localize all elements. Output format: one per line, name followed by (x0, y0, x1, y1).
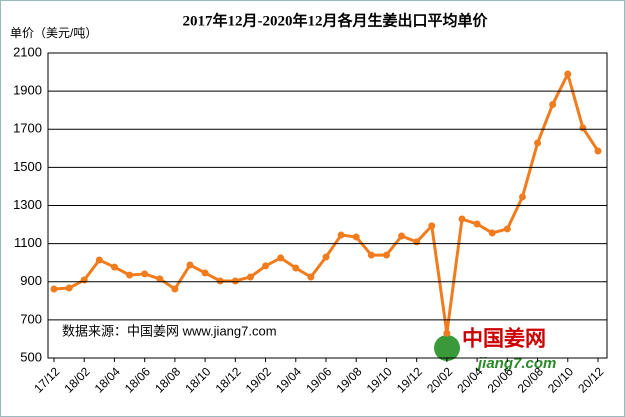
point (262, 262, 270, 270)
point (322, 253, 330, 261)
point (337, 231, 345, 239)
point (201, 269, 209, 277)
point (488, 229, 496, 237)
y-tick-label: 700 (20, 311, 42, 326)
point (534, 139, 542, 147)
y-tick-label: 1100 (14, 235, 42, 250)
point (141, 270, 149, 278)
point (503, 225, 511, 233)
point (549, 100, 557, 108)
y-tick-label: 500 (20, 349, 42, 364)
point (518, 193, 526, 201)
chart-title: 2017年12月-2020年12月各月生姜出口平均单价 (183, 11, 489, 29)
point (110, 263, 118, 271)
y-tick-label: 1300 (13, 197, 42, 212)
point (307, 273, 315, 281)
logo-text: 中国姜网 (462, 327, 546, 351)
y-axis-label: 单价（美元/吨） (10, 26, 97, 40)
source-note: 数据来源：中国姜网 www.jiang7.com (62, 323, 277, 338)
point (126, 271, 134, 279)
point (473, 220, 481, 228)
point (428, 222, 436, 230)
point (95, 256, 103, 264)
point (352, 233, 360, 241)
point (458, 215, 466, 223)
point (50, 285, 58, 293)
point (216, 277, 224, 285)
point (171, 285, 179, 293)
point (246, 273, 254, 281)
point (367, 251, 375, 259)
point (443, 329, 451, 337)
y-tick-label: 1900 (13, 83, 42, 98)
point (413, 238, 421, 246)
y-tick-label: 1500 (13, 159, 42, 174)
point (382, 251, 390, 259)
point (156, 275, 164, 283)
point (277, 254, 285, 262)
marks (50, 70, 602, 337)
point (579, 124, 587, 132)
logo-icon (434, 335, 460, 361)
y-tick-label: 900 (20, 273, 42, 288)
point (186, 261, 194, 269)
point (65, 284, 73, 292)
point (292, 264, 300, 272)
y-tick-label: 1700 (13, 121, 42, 136)
point (594, 147, 602, 155)
y-tick-label: 2100 (13, 44, 42, 59)
point (80, 276, 88, 284)
logo-url: jiang7.com (476, 355, 556, 372)
point (398, 232, 406, 240)
point (564, 70, 572, 78)
point (231, 277, 239, 285)
